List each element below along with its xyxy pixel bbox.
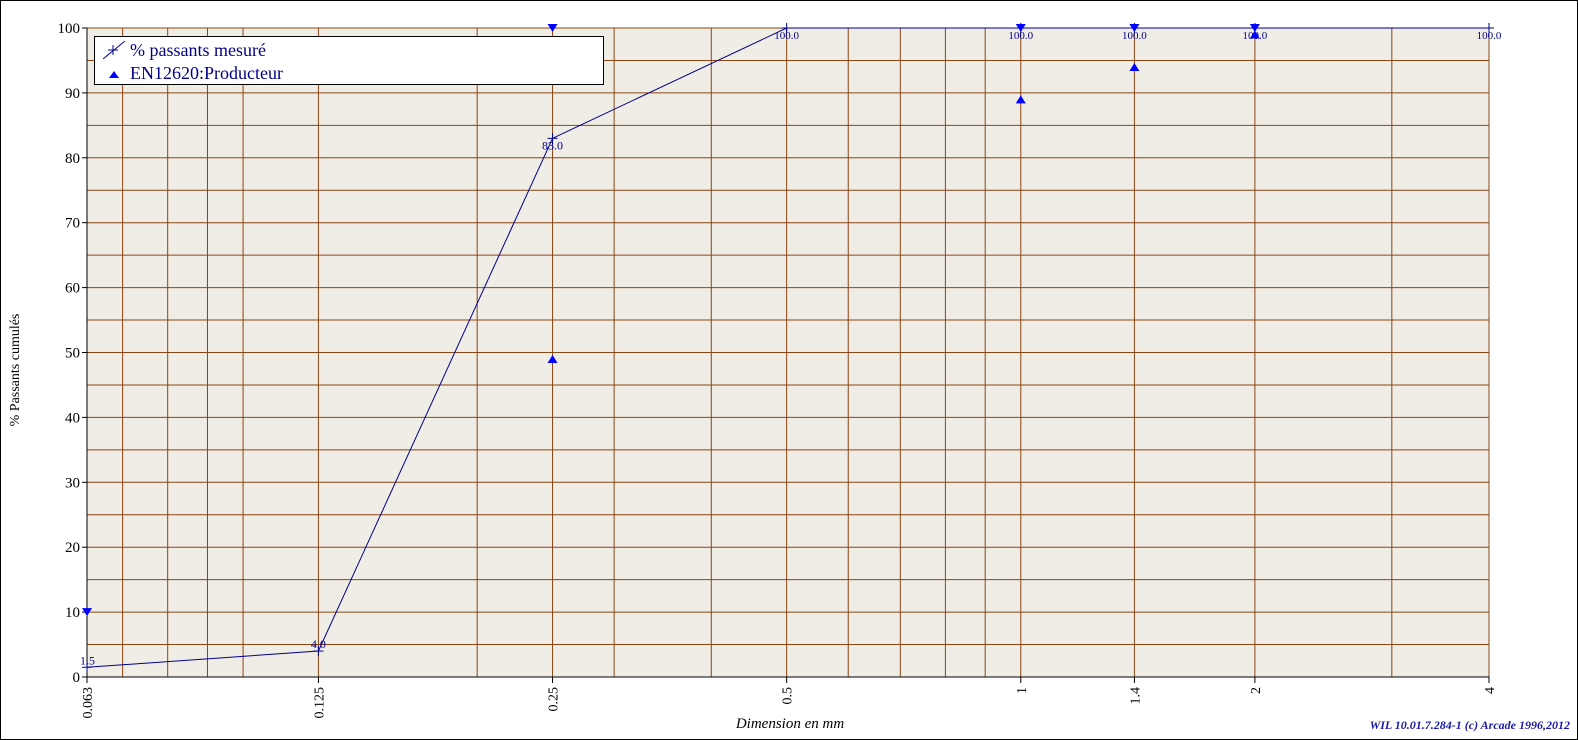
y-tick-label: 10 — [65, 605, 80, 621]
x-tick-label: 2 — [1249, 687, 1264, 694]
spec-lower-marker — [547, 354, 558, 363]
y-tick-label: 20 — [65, 540, 80, 556]
data-label: 100.0 — [1477, 30, 1502, 42]
legend-item-en12620: EN12620:Producteur — [103, 62, 283, 84]
y-tick-label: 40 — [65, 410, 80, 426]
credit-text: WIL 10.01.7.284-1 (c) Arcade 1996,2012 — [1369, 718, 1570, 732]
spec-lower-marker — [1015, 95, 1026, 104]
x-tick-label: 0.25 — [547, 687, 562, 712]
x-tick-label: 0.5 — [781, 687, 796, 705]
x-tick-label: 0.125 — [312, 687, 327, 719]
x-tick-label: 1.4 — [1128, 687, 1143, 705]
legend-label-measured: % passants mesuré — [130, 39, 266, 60]
y-tick-label: 30 — [65, 475, 80, 491]
spec-upper-marker — [1129, 24, 1140, 32]
triangle-up-icon — [109, 71, 119, 78]
legend-item-measured: % passants mesuré — [103, 39, 266, 61]
data-label: 83.0 — [542, 138, 563, 152]
y-tick-label: 100 — [58, 21, 81, 37]
spec-lower-marker — [1129, 62, 1140, 71]
y-tick-label: 90 — [65, 86, 80, 102]
spec-lower-marker — [1249, 30, 1260, 39]
series-line-measured — [86, 27, 1489, 668]
spec-upper-marker — [1015, 24, 1026, 32]
plus-line-icon — [103, 40, 125, 60]
x-tick-label: 4 — [1483, 687, 1498, 694]
y-axis-label: % Passants cumulés — [8, 313, 23, 427]
y-tick-label: 50 — [65, 346, 80, 362]
y-tick-label: 70 — [65, 216, 80, 232]
x-tick-label: 0.063 — [81, 687, 96, 719]
x-axis-label: Dimension en mm — [735, 716, 845, 732]
y-tick-label: 80 — [65, 151, 80, 167]
data-label: 100.0 — [1122, 30, 1147, 42]
spec-upper-marker — [82, 608, 92, 617]
data-label: 1.5 — [80, 653, 95, 667]
data-label: 4.0 — [311, 637, 326, 651]
spec-upper-marker — [1249, 24, 1260, 32]
data-label: 100.0 — [1008, 30, 1033, 42]
y-tick-label: 60 — [65, 281, 80, 297]
x-tick-label: 1 — [1015, 687, 1030, 694]
legend-label-en12620: EN12620:Producteur — [130, 62, 283, 83]
legend: % passants mesuré EN12620:Producteur — [94, 36, 604, 85]
data-label: 100.0 — [774, 30, 799, 42]
y-axis-label-box: % Passants cumulés — [2, 290, 30, 450]
y-tick-label: 0 — [73, 670, 81, 686]
spec-upper-marker — [547, 24, 558, 32]
